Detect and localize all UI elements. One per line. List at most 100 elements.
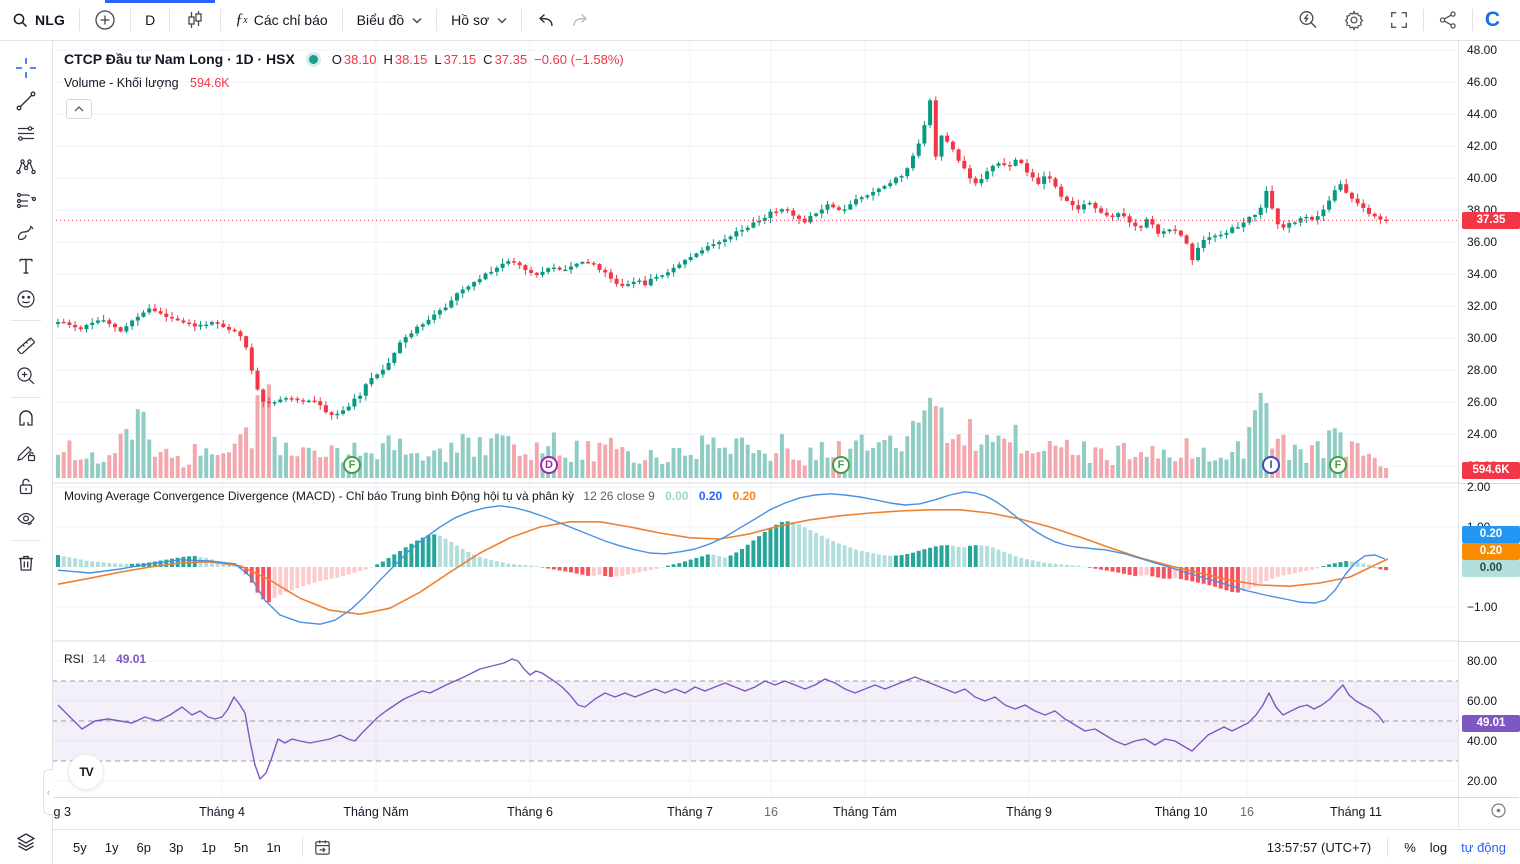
indicators-label: Các chỉ báo	[253, 12, 328, 28]
axis-tick: 24.00	[1467, 427, 1498, 441]
time-axis-label: Tháng Năm	[343, 805, 409, 819]
macd-legend[interactable]: Moving Average Convergence Divergence (M…	[64, 489, 756, 503]
market-status-dot[interactable]	[308, 54, 318, 64]
lock-tool-icon[interactable]	[7, 469, 45, 502]
sidebar-collapse-handle[interactable]: ‹	[43, 769, 53, 815]
range-button-1n[interactable]: 1n	[266, 839, 281, 855]
volume-legend[interactable]: Volume - Khối lượng 594.6K	[64, 76, 230, 90]
toolbar-separator	[341, 9, 343, 31]
event-marker-f[interactable]: F	[343, 456, 361, 474]
rsi-name: RSI	[64, 652, 85, 666]
clock-display[interactable]: 13:57:57 (UTC+7)	[1266, 839, 1372, 855]
interval-label: D	[145, 12, 156, 28]
axis-tick: 34.00	[1467, 267, 1498, 281]
main-series-legend[interactable]: CTCP Đầu tư Nam Long · 1D · HSX O 38.10 H…	[64, 51, 624, 67]
percent-scale-button[interactable]: %	[1404, 839, 1416, 855]
log-scale-button[interactable]: log	[1429, 839, 1448, 855]
range-button-5y[interactable]: 5y	[73, 839, 87, 855]
eye-tool-icon[interactable]	[7, 502, 45, 535]
go-to-realtime-icon[interactable]	[1490, 802, 1507, 824]
trash-tool-icon[interactable]	[7, 546, 45, 579]
axis-price-badge: 0.00	[1462, 560, 1520, 577]
range-button-1y[interactable]: 1y	[104, 839, 119, 855]
event-marker-i[interactable]: I	[1262, 456, 1280, 474]
axis-tick: 40.00	[1467, 171, 1498, 185]
top-accent-strip	[105, 0, 215, 3]
rsi-legend[interactable]: RSI 14 49.01	[64, 652, 146, 666]
compare-add-button[interactable]	[82, 6, 128, 34]
chart-style-button[interactable]	[172, 6, 218, 34]
auto-scale-button[interactable]: tự động	[1461, 839, 1506, 855]
brush-tool-icon[interactable]	[7, 216, 45, 249]
pane-separator[interactable]	[1459, 483, 1520, 484]
chart-region[interactable]: CTCP Đầu tư Nam Long · 1D · HSX O 38.10 H…	[52, 40, 1520, 828]
range-button-6p[interactable]: 6p	[136, 839, 151, 855]
magnet-tool-icon[interactable]	[7, 403, 45, 436]
ohlc-values: O 38.10 H 38.15 L 37.15 C 37.35 −0.60 (−1.58…	[331, 51, 624, 67]
settings-button[interactable]	[1331, 6, 1377, 34]
range-button-5n[interactable]: 5n	[233, 839, 249, 855]
macd-name: Moving Average Convergence Divergence (M…	[64, 489, 575, 503]
range-button-1p[interactable]: 1p	[201, 839, 216, 855]
tradingview-logo[interactable]: TV	[68, 754, 104, 790]
go-to-date-button[interactable]	[313, 838, 332, 857]
time-axis-label: 16	[764, 805, 778, 819]
pane-separator[interactable]	[1459, 641, 1520, 642]
axis-tick: −1.00	[1467, 600, 1498, 614]
text-tool-icon[interactable]	[7, 249, 45, 282]
pattern-tool-icon[interactable]	[7, 150, 45, 183]
chart-menu-label: Biểu đồ	[356, 12, 405, 28]
symbol-title: CTCP Đầu tư Nam Long · 1D · HSX	[64, 51, 295, 67]
macd-params: 12 26 close 9	[583, 489, 655, 503]
toolbar-separator	[521, 9, 523, 31]
rsi-param: 14	[92, 652, 106, 666]
forecast-tool-icon[interactable]	[7, 183, 45, 216]
share-button[interactable]	[1426, 6, 1470, 34]
zoom-tool-icon[interactable]	[7, 359, 45, 392]
macd-hist-value: 0.00	[665, 489, 689, 503]
toolbar-separator	[1422, 9, 1424, 31]
emoji-tool-icon[interactable]	[7, 282, 45, 315]
crosshair-tool-icon[interactable]	[7, 51, 45, 84]
ruler-tool-icon[interactable]	[7, 326, 45, 359]
axis-tick: 36.00	[1467, 235, 1498, 249]
range-button-3p[interactable]: 3p	[168, 839, 184, 855]
time-axis-label: Tháng 4	[199, 805, 245, 819]
time-axis[interactable]: Tháng 3 Tháng 4 Tháng Năm Tháng 6 Tháng 7 16 T…	[52, 797, 1458, 828]
axis-price-badge: 49.01	[1462, 715, 1520, 732]
drawlock-tool-icon[interactable]	[7, 436, 45, 469]
broker-logo[interactable]: C	[1484, 8, 1500, 31]
event-marker-f[interactable]: F	[1329, 456, 1347, 474]
time-axis-corner	[1458, 797, 1519, 827]
profile-menu-label: Hồ sơ	[451, 12, 490, 28]
toolbar-separator	[436, 9, 438, 31]
toolbar-separator	[1471, 9, 1473, 31]
legend-collapse-button[interactable]	[66, 99, 92, 119]
event-marker-f[interactable]: F	[832, 456, 850, 474]
bottom-toolbar: 5y 1y 6p 3p 1p 5n 1n 13:57:57 (UTC+7) % log tự…	[52, 829, 1520, 864]
chart-canvas[interactable]	[52, 40, 1458, 797]
object-tree-button[interactable]	[7, 825, 45, 858]
profile-menu[interactable]: Hồ sơ	[439, 6, 519, 34]
price-axis[interactable]: 48.00 46.00 44.00 42.00 40.00 38.00 36.00 34.00…	[1458, 40, 1520, 797]
event-marker-d[interactable]: D	[540, 456, 558, 474]
toolbar-separator	[79, 9, 81, 31]
trend-tool-icon[interactable]	[7, 84, 45, 117]
multiline-tool-icon[interactable]	[7, 117, 45, 150]
drawing-toolbar: ‹	[0, 41, 53, 864]
axis-tick: 48.00	[1467, 43, 1498, 57]
time-axis-label: Tháng 11	[1330, 805, 1382, 819]
chart-layout-menu[interactable]: Biểu đồ	[345, 6, 434, 34]
axis-price-badge: 594.6K	[1462, 462, 1520, 479]
axis-price-badge: 37.35	[1462, 212, 1520, 229]
fullscreen-button[interactable]	[1377, 6, 1421, 34]
symbol-search-button[interactable]: NLG	[0, 6, 77, 34]
axis-tick: 28.00	[1467, 363, 1498, 377]
undo-button[interactable]	[524, 6, 568, 34]
axis-tick: 20.00	[1467, 774, 1498, 788]
redo-button[interactable]	[568, 6, 602, 34]
interval-button[interactable]: D	[133, 6, 167, 34]
quick-search-button[interactable]	[1285, 6, 1331, 34]
